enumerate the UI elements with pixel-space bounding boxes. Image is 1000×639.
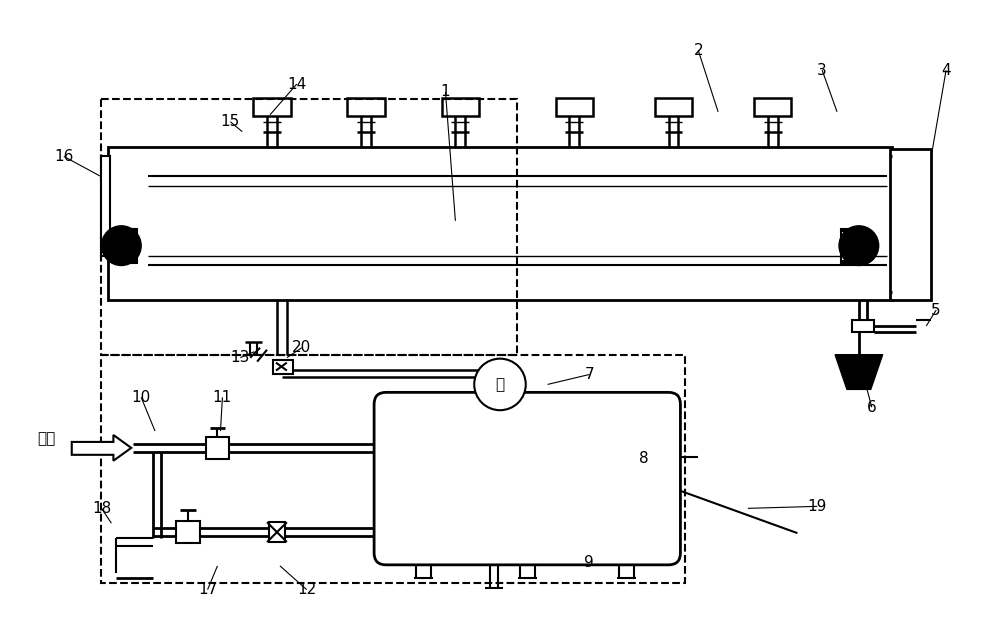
Bar: [442, 98, 479, 116]
Bar: [119, 229, 137, 263]
Bar: [754, 98, 791, 116]
Text: 6: 6: [867, 400, 877, 415]
Circle shape: [101, 226, 141, 265]
Text: 16: 16: [54, 149, 74, 164]
Bar: [101, 157, 110, 256]
Text: 4: 4: [941, 63, 951, 78]
Text: 19: 19: [808, 499, 827, 514]
Text: 8: 8: [639, 451, 649, 466]
Bar: [347, 98, 385, 116]
Bar: [655, 98, 692, 116]
Bar: [101, 355, 685, 583]
Text: 9: 9: [584, 555, 594, 571]
Text: 10: 10: [132, 390, 151, 405]
Bar: [841, 229, 863, 263]
Polygon shape: [72, 435, 131, 461]
Bar: [852, 320, 874, 332]
Text: 12: 12: [297, 582, 316, 597]
Text: 压: 压: [495, 377, 505, 392]
Bar: [176, 521, 200, 543]
Text: 15: 15: [221, 114, 240, 129]
Text: 1: 1: [441, 84, 450, 100]
Text: 17: 17: [198, 582, 217, 597]
Text: 3: 3: [817, 63, 827, 78]
Text: 7: 7: [584, 367, 594, 382]
Bar: [556, 98, 593, 116]
Bar: [108, 146, 892, 300]
Bar: [206, 437, 229, 459]
Circle shape: [839, 226, 879, 265]
Bar: [269, 522, 285, 542]
Text: 18: 18: [92, 501, 111, 516]
Text: 20: 20: [292, 340, 311, 355]
Polygon shape: [835, 355, 883, 389]
Text: 2: 2: [693, 43, 703, 58]
Text: 13: 13: [231, 350, 250, 365]
FancyBboxPatch shape: [374, 392, 680, 565]
Text: 14: 14: [287, 77, 306, 91]
Bar: [273, 360, 293, 374]
Text: 5: 5: [931, 303, 941, 318]
Text: 11: 11: [213, 390, 232, 405]
Bar: [101, 99, 517, 355]
Bar: [890, 150, 931, 300]
Text: 气源: 气源: [37, 431, 55, 447]
Circle shape: [474, 358, 526, 410]
Bar: [253, 98, 291, 116]
